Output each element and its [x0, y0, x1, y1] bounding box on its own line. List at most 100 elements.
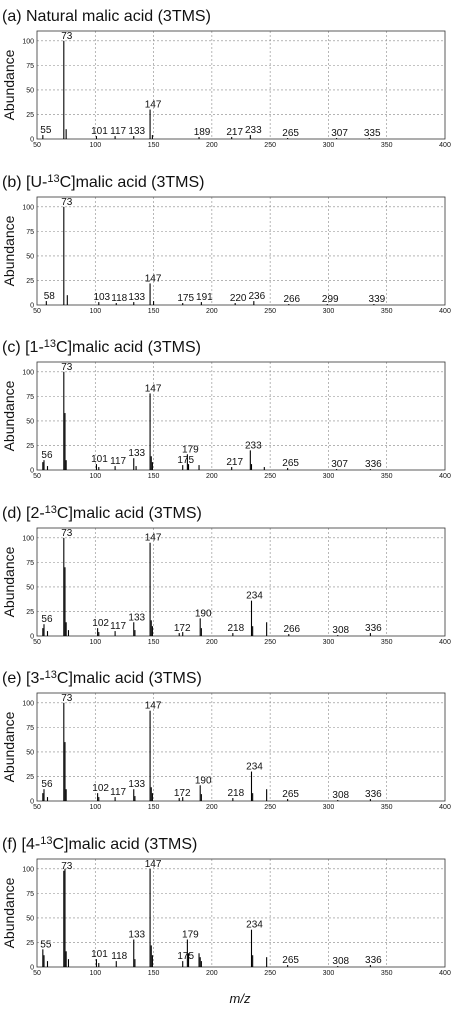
peak-label: 73 — [61, 861, 73, 872]
x-tick-label: 150 — [148, 308, 160, 315]
y-axis-label: Abundance — [1, 215, 17, 286]
panel-title-text: (f) [4- — [2, 836, 40, 853]
peak-label: 147 — [145, 533, 162, 544]
peak-label: 175 — [177, 293, 194, 304]
peak-label: 147 — [145, 383, 162, 394]
y-tick-label: 50 — [26, 87, 34, 94]
panel-title-text-end: C]malic acid (3TMS) — [60, 174, 205, 191]
peak-label: 336 — [365, 789, 382, 800]
peak-label: 101 — [91, 454, 108, 465]
peak-label: 189 — [194, 127, 211, 138]
peak-label: 55 — [40, 125, 52, 136]
peak-label: 218 — [227, 788, 244, 799]
x-tick-label: 50 — [33, 970, 41, 977]
y-tick-label: 100 — [22, 369, 34, 376]
x-tick-label: 150 — [148, 473, 160, 480]
peak-label: 218 — [227, 623, 244, 634]
x-tick-label: 200 — [206, 804, 218, 811]
peak-label: 117 — [110, 126, 126, 137]
peak-label: 56 — [41, 614, 53, 625]
plot-frame — [36, 858, 446, 968]
x-tick-label: 50 — [33, 804, 41, 811]
y-tick-label: 75 — [26, 891, 34, 898]
peak-label: 175 — [177, 951, 194, 962]
x-tick-label: 350 — [381, 308, 393, 315]
panel-title-text: (a) Natural malic acid (3TMS) — [2, 8, 211, 25]
y-tick-label: 50 — [26, 749, 34, 756]
peak-label: 217 — [226, 457, 243, 468]
y-tick-label: 100 — [22, 700, 34, 707]
panel-title-text-end: C]malic acid (3TMS) — [56, 339, 201, 356]
x-tick-label: 250 — [264, 970, 276, 977]
peak-label: 117 — [110, 456, 126, 467]
peak-label: 55 — [40, 939, 52, 950]
y-axis-label: Abundance — [1, 49, 17, 120]
peak-label: 133 — [128, 126, 145, 137]
peak-label: 266 — [283, 624, 300, 635]
panel-title-superscript: 13 — [44, 338, 56, 350]
panel-title-text-end: C]malic acid (3TMS) — [57, 505, 202, 522]
panel-title-superscript: 13 — [40, 835, 52, 847]
peak-label: 307 — [331, 128, 348, 139]
spectrum-panel-c: (c) [1-13C]malic acid (3TMS) 0 25 50 75 100 50… — [1, 338, 451, 480]
y-tick-label: 100 — [22, 38, 34, 45]
y-tick-label: 75 — [26, 560, 34, 567]
peak-label: 308 — [332, 956, 349, 967]
x-tick-label: 100 — [89, 639, 101, 646]
y-tick-label: 75 — [26, 229, 34, 236]
panel-title-superscript: 13 — [45, 504, 57, 516]
peak-label: 175 — [177, 455, 194, 466]
peak-label: 335 — [364, 128, 381, 139]
spectrum-panel-b: (b) [U-13C]malic acid (3TMS) 0 25 50 75 100 50… — [1, 173, 451, 315]
y-tick-label: 100 — [22, 535, 34, 542]
panel-title-superscript: 13 — [45, 669, 57, 681]
panel-title: (a) Natural malic acid (3TMS) — [2, 8, 211, 25]
x-tick-label: 400 — [439, 308, 451, 315]
panel-title-text-end: C]malic acid (3TMS) — [52, 836, 197, 853]
peak-label: 172 — [174, 623, 191, 634]
panel-title: (e) [3-13C]malic acid (3TMS) — [2, 669, 202, 687]
peak-label: 56 — [41, 779, 53, 790]
x-tick-label: 150 — [148, 142, 160, 149]
spectrum-panel-e: (e) [3-13C]malic acid (3TMS) 0 25 50 75 100 50… — [1, 669, 451, 811]
y-tick-label: 50 — [26, 253, 34, 260]
peak-label: 73 — [61, 197, 73, 208]
peak-label: 308 — [332, 790, 349, 801]
x-tick-label: 50 — [33, 308, 41, 315]
panel-title: (c) [1-13C]malic acid (3TMS) — [2, 338, 201, 356]
y-tick-label: 0 — [30, 468, 34, 475]
y-tick-label: 0 — [30, 137, 34, 144]
panel-title-text: (d) [2- — [2, 505, 45, 522]
peak-label: 102 — [92, 618, 109, 629]
y-axis-label: Abundance — [1, 546, 17, 617]
y-axis-label: Abundance — [1, 877, 17, 948]
peak-label: 336 — [365, 623, 382, 634]
x-tick-label: 400 — [439, 804, 451, 811]
x-tick-label: 100 — [89, 142, 101, 149]
peak-label: 299 — [322, 294, 339, 305]
x-tick-label: 250 — [264, 142, 276, 149]
x-tick-label: 350 — [381, 142, 393, 149]
spectrum-panel-d: (d) [2-13C]malic acid (3TMS) 0 25 50 75 100 50… — [1, 504, 451, 646]
x-tick-label: 200 — [206, 970, 218, 977]
x-tick-label: 200 — [206, 142, 218, 149]
peak-label: 234 — [246, 920, 263, 931]
peak-label: 339 — [369, 294, 386, 305]
y-axis-label: Abundance — [1, 711, 17, 782]
peak-label: 147 — [145, 859, 162, 870]
x-tick-label: 400 — [439, 970, 451, 977]
panel-title-text: (c) [1- — [2, 339, 44, 356]
peak-label: 103 — [93, 292, 110, 303]
panel-title: (d) [2-13C]malic acid (3TMS) — [2, 504, 202, 522]
peak-label: 133 — [128, 612, 145, 623]
x-tick-label: 250 — [264, 473, 276, 480]
peak-label: 117 — [110, 787, 126, 798]
peak-label: 336 — [365, 459, 382, 470]
panel-title-text-end: C]malic acid (3TMS) — [57, 670, 202, 687]
peak-label: 265 — [282, 955, 299, 966]
plot-frame — [36, 692, 446, 802]
panel-title-text: (e) [3- — [2, 670, 45, 687]
y-tick-label: 25 — [26, 940, 34, 947]
y-tick-label: 0 — [30, 634, 34, 641]
